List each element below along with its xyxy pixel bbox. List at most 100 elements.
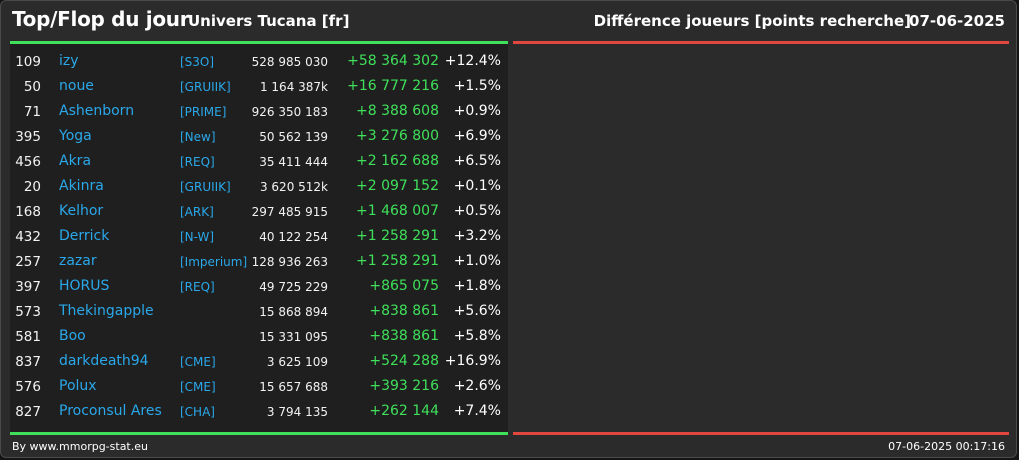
table-row: 257 zazar [Imperium] 128 936 263 +1 258 291 +… [10, 250, 508, 275]
player-name-link[interactable]: Akinra [59, 178, 104, 194]
player-rank: 573 [15, 304, 41, 320]
table-row: 109 izy [S3O] 528 985 030 +58 364 302 +12.4% [10, 50, 508, 75]
player-points: 297 485 915 [251, 205, 328, 219]
table-row: 395 Yoga [New] 50 562 139 +3 276 800 +6.9% [10, 125, 508, 150]
player-points: 50 562 139 [259, 130, 328, 144]
player-rank: 71 [23, 104, 41, 120]
player-points: 3 620 512k [259, 180, 328, 194]
player-name-link[interactable]: Boo [59, 328, 86, 344]
player-points: 40 122 254 [259, 230, 328, 244]
credit-link[interactable]: By www.mmorpg-stat.eu [12, 440, 148, 453]
player-name-link[interactable]: Polux [59, 378, 97, 394]
table-row: 827 Proconsul Ares [CHA] 3 794 135 +262 144 +… [10, 400, 508, 425]
player-points: 3 794 135 [266, 405, 328, 419]
table-row: 168 Kelhor [ARK] 297 485 915 +1 468 007 +0.5% [10, 200, 508, 225]
player-rank: 20 [23, 179, 41, 195]
table-row: 837 darkdeath94 [CME] 3 625 109 +524 288 +16.… [10, 350, 508, 375]
universe-label: Univers Tucana [fr] [188, 12, 350, 30]
player-points: 3 625 109 [266, 355, 328, 369]
player-rank: 576 [15, 379, 41, 395]
player-points: 15 868 894 [259, 305, 328, 319]
player-rank: 581 [15, 329, 41, 345]
player-name-link[interactable]: Kelhor [59, 203, 104, 219]
player-points: 15 331 095 [259, 330, 328, 344]
player-points: 926 350 183 [251, 105, 328, 119]
points-difference: +865 075 [369, 278, 439, 294]
percent-change: +16.9% [444, 353, 501, 369]
percent-change: +2.6% [453, 378, 501, 394]
player-rank: 257 [15, 254, 41, 270]
percent-change: +12.4% [444, 53, 501, 69]
alliance-tag-link[interactable]: [CME] [180, 355, 216, 369]
points-difference: +1 468 007 [356, 203, 439, 219]
ranking-type-label: Différence joueurs [points recherche] [593, 12, 911, 30]
percent-change: +0.9% [453, 103, 501, 119]
player-name-link[interactable]: noue [59, 78, 94, 94]
player-rank: 827 [15, 404, 41, 420]
points-difference: +838 861 [369, 303, 439, 319]
player-points: 528 985 030 [251, 55, 328, 69]
points-difference: +3 276 800 [356, 128, 439, 144]
percent-change: +0.5% [453, 203, 501, 219]
alliance-tag-link[interactable]: [New] [180, 130, 216, 144]
alliance-tag-link[interactable]: [REQ] [180, 280, 215, 294]
player-name-link[interactable]: HORUS [59, 278, 110, 294]
player-rank: 432 [15, 229, 41, 245]
alliance-tag-link[interactable]: [CHA] [180, 405, 215, 419]
table-row: 20 Akinra [GRUIIK] 3 620 512k +2 097 152 +0.1… [10, 175, 508, 200]
points-difference: +1 258 291 [356, 228, 439, 244]
player-rank: 837 [15, 354, 41, 370]
percent-change: +6.9% [453, 128, 501, 144]
player-name-link[interactable]: izy [59, 53, 79, 69]
alliance-tag-link[interactable]: [GRUIIK] [180, 180, 231, 194]
player-rank: 395 [15, 129, 41, 145]
percent-change: +3.2% [453, 228, 501, 244]
alliance-tag-link[interactable]: [CME] [180, 380, 216, 394]
player-name-link[interactable]: darkdeath94 [59, 353, 149, 369]
alliance-tag-link[interactable]: [S3O] [180, 55, 215, 69]
alliance-tag-link[interactable]: [GRUIIK] [180, 80, 231, 94]
points-difference: +2 097 152 [356, 178, 439, 194]
alliance-tag-link[interactable]: [PRIME] [180, 105, 227, 119]
points-difference: +58 364 302 [347, 53, 439, 69]
points-difference: +8 388 608 [356, 103, 439, 119]
player-points: 128 936 263 [251, 255, 328, 269]
points-difference: +2 162 688 [356, 153, 439, 169]
points-difference: +838 861 [369, 328, 439, 344]
alliance-tag-link[interactable]: [REQ] [180, 155, 215, 169]
player-points: 1 164 387k [259, 80, 328, 94]
percent-change: +5.8% [453, 328, 501, 344]
table-row: 71 Ashenborn [PRIME] 926 350 183 +8 388 608 +… [10, 100, 508, 125]
player-name-link[interactable]: Thekingapple [59, 303, 154, 319]
player-name-link[interactable]: zazar [59, 253, 97, 269]
table-row: 456 Akra [REQ] 35 411 444 +2 162 688 +6.5% [10, 150, 508, 175]
table-row: 50 noue [GRUIIK] 1 164 387k +16 777 216 +1.5% [10, 75, 508, 100]
percent-change: +1.5% [453, 78, 501, 94]
top-panel: 109 izy [S3O] 528 985 030 +58 364 302 +12.4% 5… [10, 41, 508, 435]
page-title: Top/Flop du jour [12, 7, 190, 31]
percent-change: +5.6% [453, 303, 501, 319]
player-rank: 168 [15, 204, 41, 220]
player-name-link[interactable]: Proconsul Ares [59, 403, 162, 419]
player-rank: 397 [15, 279, 41, 295]
points-difference: +393 216 [369, 378, 439, 394]
alliance-tag-link[interactable]: [Imperium] [180, 255, 248, 269]
player-name-link[interactable]: Akra [59, 153, 92, 169]
player-rank: 50 [23, 79, 41, 95]
percent-change: +6.5% [453, 153, 501, 169]
table-row: 432 Derrick [N-W] 40 122 254 +1 258 291 +3.2% [10, 225, 508, 250]
player-points: 15 657 688 [259, 380, 328, 394]
points-difference: +262 144 [369, 403, 439, 419]
player-rank: 109 [15, 54, 41, 70]
alliance-tag-link[interactable]: [N-W] [180, 230, 215, 244]
points-difference: +524 288 [369, 353, 439, 369]
player-name-link[interactable]: Derrick [59, 228, 110, 244]
alliance-tag-link[interactable]: [ARK] [180, 205, 214, 219]
percent-change: +0.1% [453, 178, 501, 194]
player-rank: 456 [15, 154, 41, 170]
percent-change: +7.4% [453, 403, 501, 419]
points-difference: +1 258 291 [356, 253, 439, 269]
report-date: 07-06-2025 [909, 12, 1005, 30]
player-name-link[interactable]: Yoga [59, 128, 92, 144]
player-name-link[interactable]: Ashenborn [59, 103, 135, 119]
